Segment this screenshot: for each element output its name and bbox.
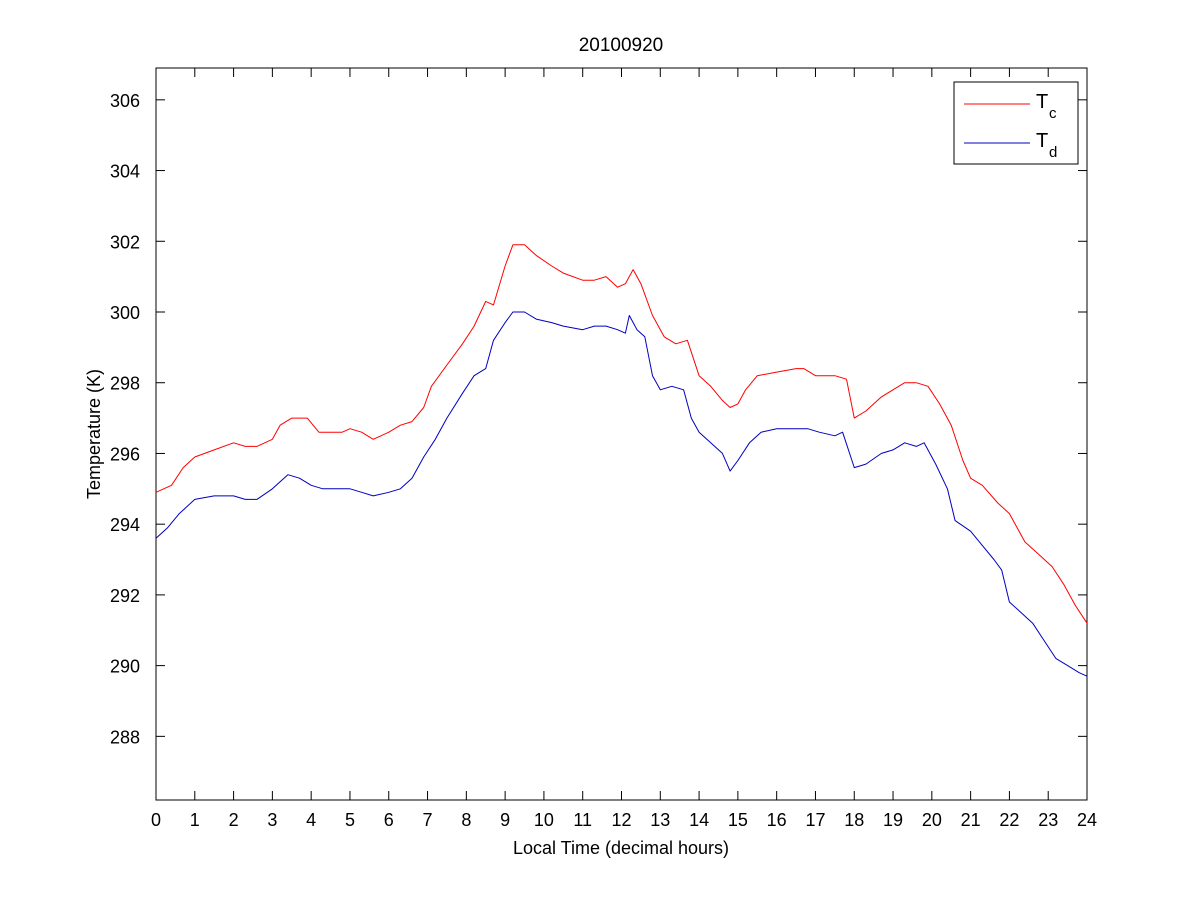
y-tick-label: 304 <box>110 162 140 182</box>
x-tick-label: 5 <box>345 810 355 830</box>
y-tick-label: 292 <box>110 586 140 606</box>
x-tick-label: 8 <box>461 810 471 830</box>
x-tick-label: 22 <box>999 810 1019 830</box>
x-tick-label: 18 <box>844 810 864 830</box>
x-tick-label: 7 <box>423 810 433 830</box>
legend-label-c: T <box>1036 91 1048 113</box>
x-tick-label: 23 <box>1038 810 1058 830</box>
x-tick-label: 0 <box>151 810 161 830</box>
y-tick-label: 290 <box>110 657 140 677</box>
plot-area <box>155 67 1088 801</box>
x-tick-label: 16 <box>767 810 787 830</box>
x-tick-label: 11 <box>573 810 592 830</box>
y-tick-label: 300 <box>110 303 140 323</box>
legend-label-d: T <box>1036 130 1048 152</box>
x-tick-label: 24 <box>1077 810 1097 830</box>
x-tick-label: 1 <box>190 810 200 830</box>
x-tick-label: 9 <box>500 810 510 830</box>
legend-box <box>953 81 1079 165</box>
x-tick-label: 21 <box>961 810 981 830</box>
series-line-c <box>155 244 1088 624</box>
y-tick-label: 302 <box>110 232 140 252</box>
y-tick-label: 296 <box>110 444 140 464</box>
series-layer <box>155 244 1088 677</box>
x-axis-label: Local Time (decimal hours) <box>513 838 729 858</box>
series-line-d <box>155 311 1088 677</box>
x-tick-label: 2 <box>229 810 239 830</box>
y-tick-label: 306 <box>110 91 140 111</box>
x-tick-label: 14 <box>689 810 709 830</box>
legend-subscript-c: c <box>1049 105 1057 122</box>
x-tick-label: 3 <box>267 810 277 830</box>
y-tick-label: 298 <box>110 374 140 394</box>
y-axis-label: Temperature (K) <box>84 369 104 499</box>
tick-layer: 0 1 2 3 4 5 6 7 8 9 10 11 12 13 14 15 16 17 18 19 20 21 22 23 24… <box>110 68 1097 830</box>
x-tick-label: 19 <box>883 810 903 830</box>
x-tick-label: 4 <box>306 810 316 830</box>
x-tick-label: 17 <box>805 810 825 830</box>
legend-subscript-d: d <box>1049 144 1057 161</box>
x-tick-label: 13 <box>650 810 670 830</box>
chart-title: 20100920 <box>579 35 664 56</box>
x-tick-label: 15 <box>728 810 748 830</box>
x-tick-label: 20 <box>922 810 942 830</box>
x-tick-label: 6 <box>384 810 394 830</box>
x-tick-label: 10 <box>534 810 554 830</box>
y-tick-label: 294 <box>110 515 140 535</box>
y-tick-label: 288 <box>110 727 140 747</box>
x-tick-label: 12 <box>611 810 631 830</box>
